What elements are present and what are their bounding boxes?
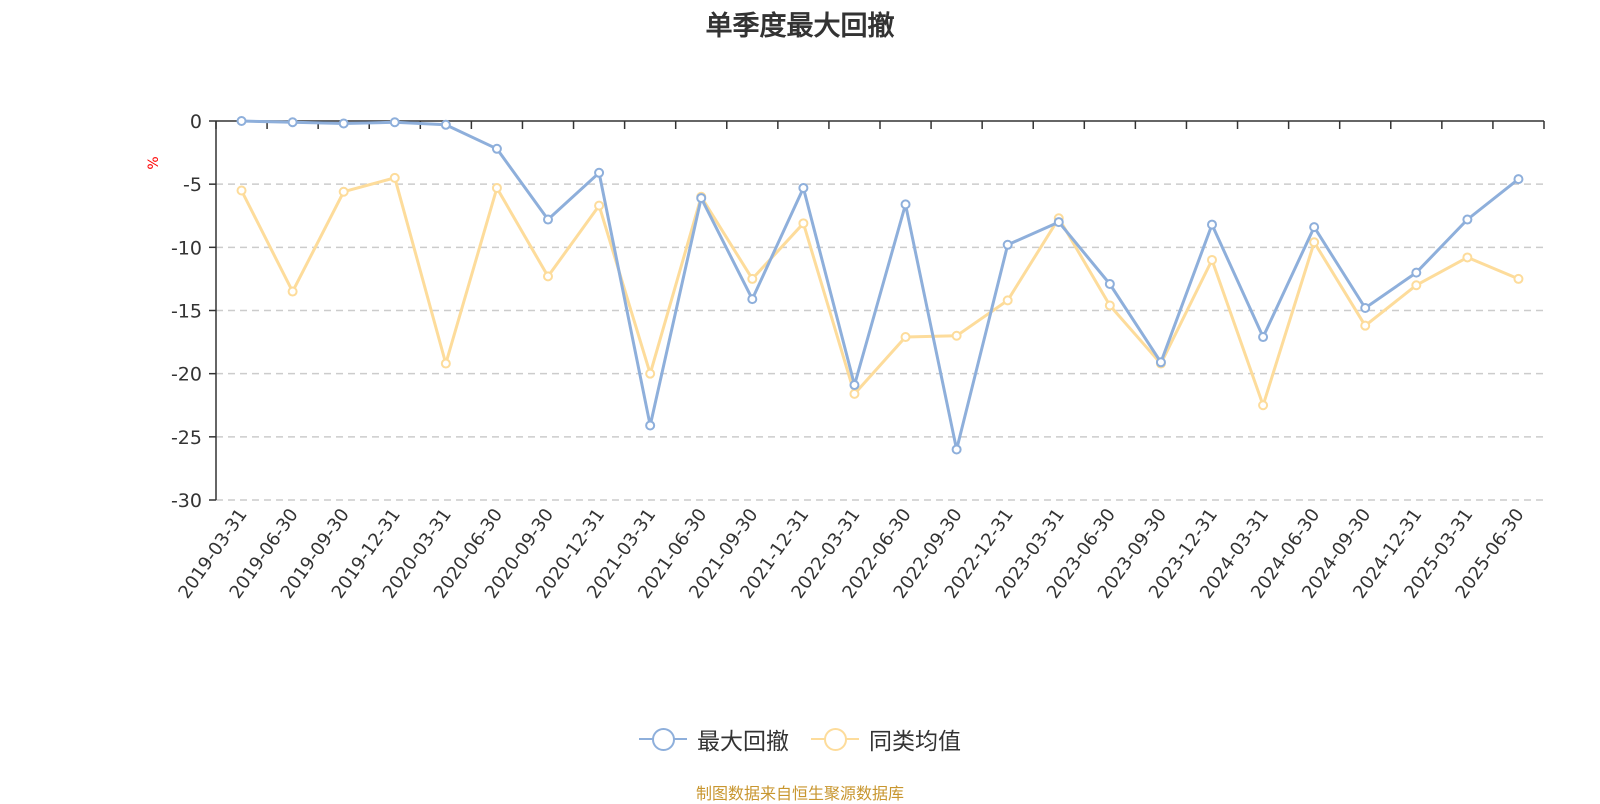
chart-title: 单季度最大回撤: [705, 11, 895, 42]
data-point: [440, 358, 451, 369]
data-point: [1258, 400, 1269, 411]
data-point: [594, 167, 605, 178]
data-point: [338, 186, 349, 197]
data-point: [1513, 273, 1524, 284]
data-point: [1207, 219, 1217, 230]
y-tick-label: -10: [171, 237, 202, 259]
data-point: [236, 116, 247, 126]
legend-item-peer-average[interactable]: 同类均值: [811, 722, 961, 756]
data-point: [1513, 174, 1524, 185]
legend-label: 同类均值: [869, 729, 961, 755]
data-point: [338, 118, 349, 129]
data-point: [798, 218, 809, 229]
data-point: [1309, 237, 1320, 248]
data-point: [1360, 302, 1371, 313]
data-point: [951, 444, 962, 455]
data-point: [543, 214, 553, 225]
y-axis-unit-label: %: [146, 156, 162, 169]
data-point: [491, 143, 502, 154]
data-point: [1104, 278, 1115, 289]
y-tick-label: -15: [171, 301, 202, 323]
data-point: [849, 388, 860, 399]
data-point: [236, 185, 247, 196]
data-point: [1002, 295, 1013, 306]
series-line-1: [240, 176, 1520, 407]
legend-label: 最大回撤: [697, 729, 789, 755]
legend-item-max-drawdown[interactable]: 最大回撤: [639, 722, 789, 756]
data-point: [849, 380, 860, 391]
data-point: [1155, 357, 1166, 368]
grid-lines: [216, 183, 1544, 501]
data-point: [389, 172, 400, 183]
data-point: [287, 286, 298, 297]
data-point: [389, 117, 400, 128]
data-point: [1258, 332, 1269, 343]
source-note: 制图数据来自恒生聚源数据库: [695, 784, 904, 803]
series-line-0: [241, 119, 1520, 451]
legend-marker-icon: [811, 727, 859, 751]
data-point: [287, 117, 298, 128]
data-point: [491, 182, 502, 193]
data-point: [1053, 217, 1064, 228]
axes: [209, 120, 1545, 501]
data-point: [1411, 280, 1422, 291]
data-point: [1002, 239, 1013, 250]
data-point: [594, 200, 605, 211]
data-point: [645, 420, 656, 431]
y-tick-label: -5: [183, 174, 202, 196]
data-point: [900, 199, 911, 210]
data-point: [543, 271, 553, 282]
data-point: [1411, 267, 1422, 278]
data-point: [1462, 214, 1473, 225]
legend: 最大回撤 同类均值: [0, 722, 1600, 756]
y-tick-label: -30: [171, 490, 202, 512]
series-lines: [236, 116, 1524, 455]
data-point: [440, 119, 451, 130]
data-point: [1309, 222, 1320, 233]
data-point: [696, 193, 707, 204]
legend-marker-icon: [639, 727, 687, 751]
y-tick-label: -20: [171, 364, 202, 386]
data-point: [1360, 320, 1371, 331]
data-point: [747, 273, 758, 284]
data-point: [1207, 254, 1217, 265]
data-point: [1462, 252, 1473, 263]
data-point: [900, 332, 911, 343]
data-point: [747, 294, 758, 305]
data-point: [1104, 300, 1115, 311]
y-tick-label: 0: [190, 111, 202, 133]
data-point: [798, 182, 809, 193]
data-point: [645, 368, 656, 379]
data-point: [951, 330, 962, 341]
y-tick-label: -25: [171, 427, 202, 449]
